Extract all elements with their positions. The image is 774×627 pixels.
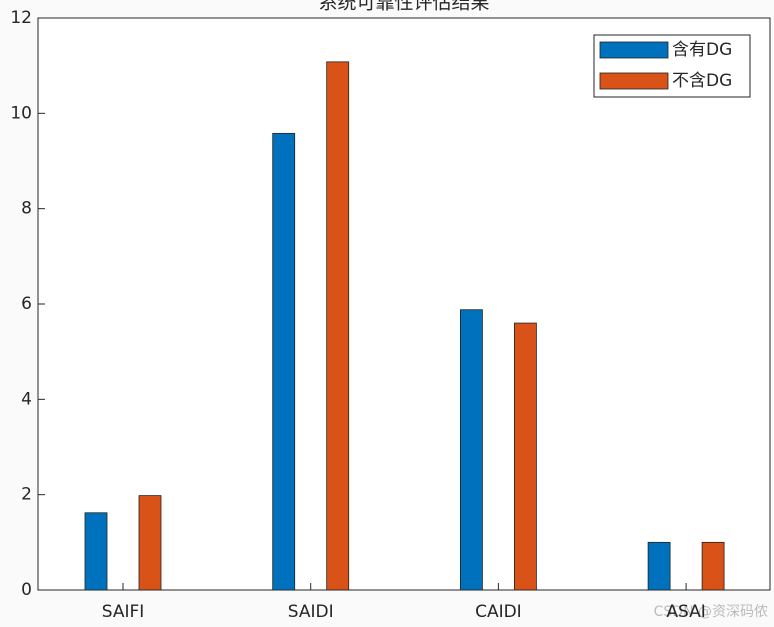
y-tick-label: 6 [21, 294, 32, 314]
legend-label: 含有DG [672, 40, 732, 60]
bar [647, 541, 671, 591]
bar [701, 541, 725, 591]
y-tick-label: 8 [21, 199, 32, 219]
legend-swatch [599, 41, 669, 59]
bar [84, 512, 108, 591]
x-tick-label: SAIFI [102, 602, 145, 622]
y-tick-label: 4 [21, 389, 32, 409]
bar [326, 61, 350, 591]
x-tick-label: SAIDI [288, 602, 334, 622]
y-tick-label: 10 [10, 103, 32, 123]
y-tick-label: 12 [10, 8, 32, 28]
bar [514, 322, 537, 591]
watermark: CSDN @资深码侬 [654, 604, 768, 620]
bar [459, 309, 483, 591]
x-tick-label: CAIDI [475, 602, 522, 622]
chart-title: 系统可靠性评估结果 [318, 0, 489, 14]
x-tick-label: ASAI [666, 602, 705, 622]
y-tick-label: 0 [21, 580, 32, 600]
legend-swatch [599, 72, 669, 90]
bar [272, 132, 296, 591]
bar [138, 495, 162, 591]
y-tick-label: 2 [21, 485, 32, 505]
legend-label: 不含DG [672, 71, 732, 91]
plot-area [37, 17, 771, 591]
